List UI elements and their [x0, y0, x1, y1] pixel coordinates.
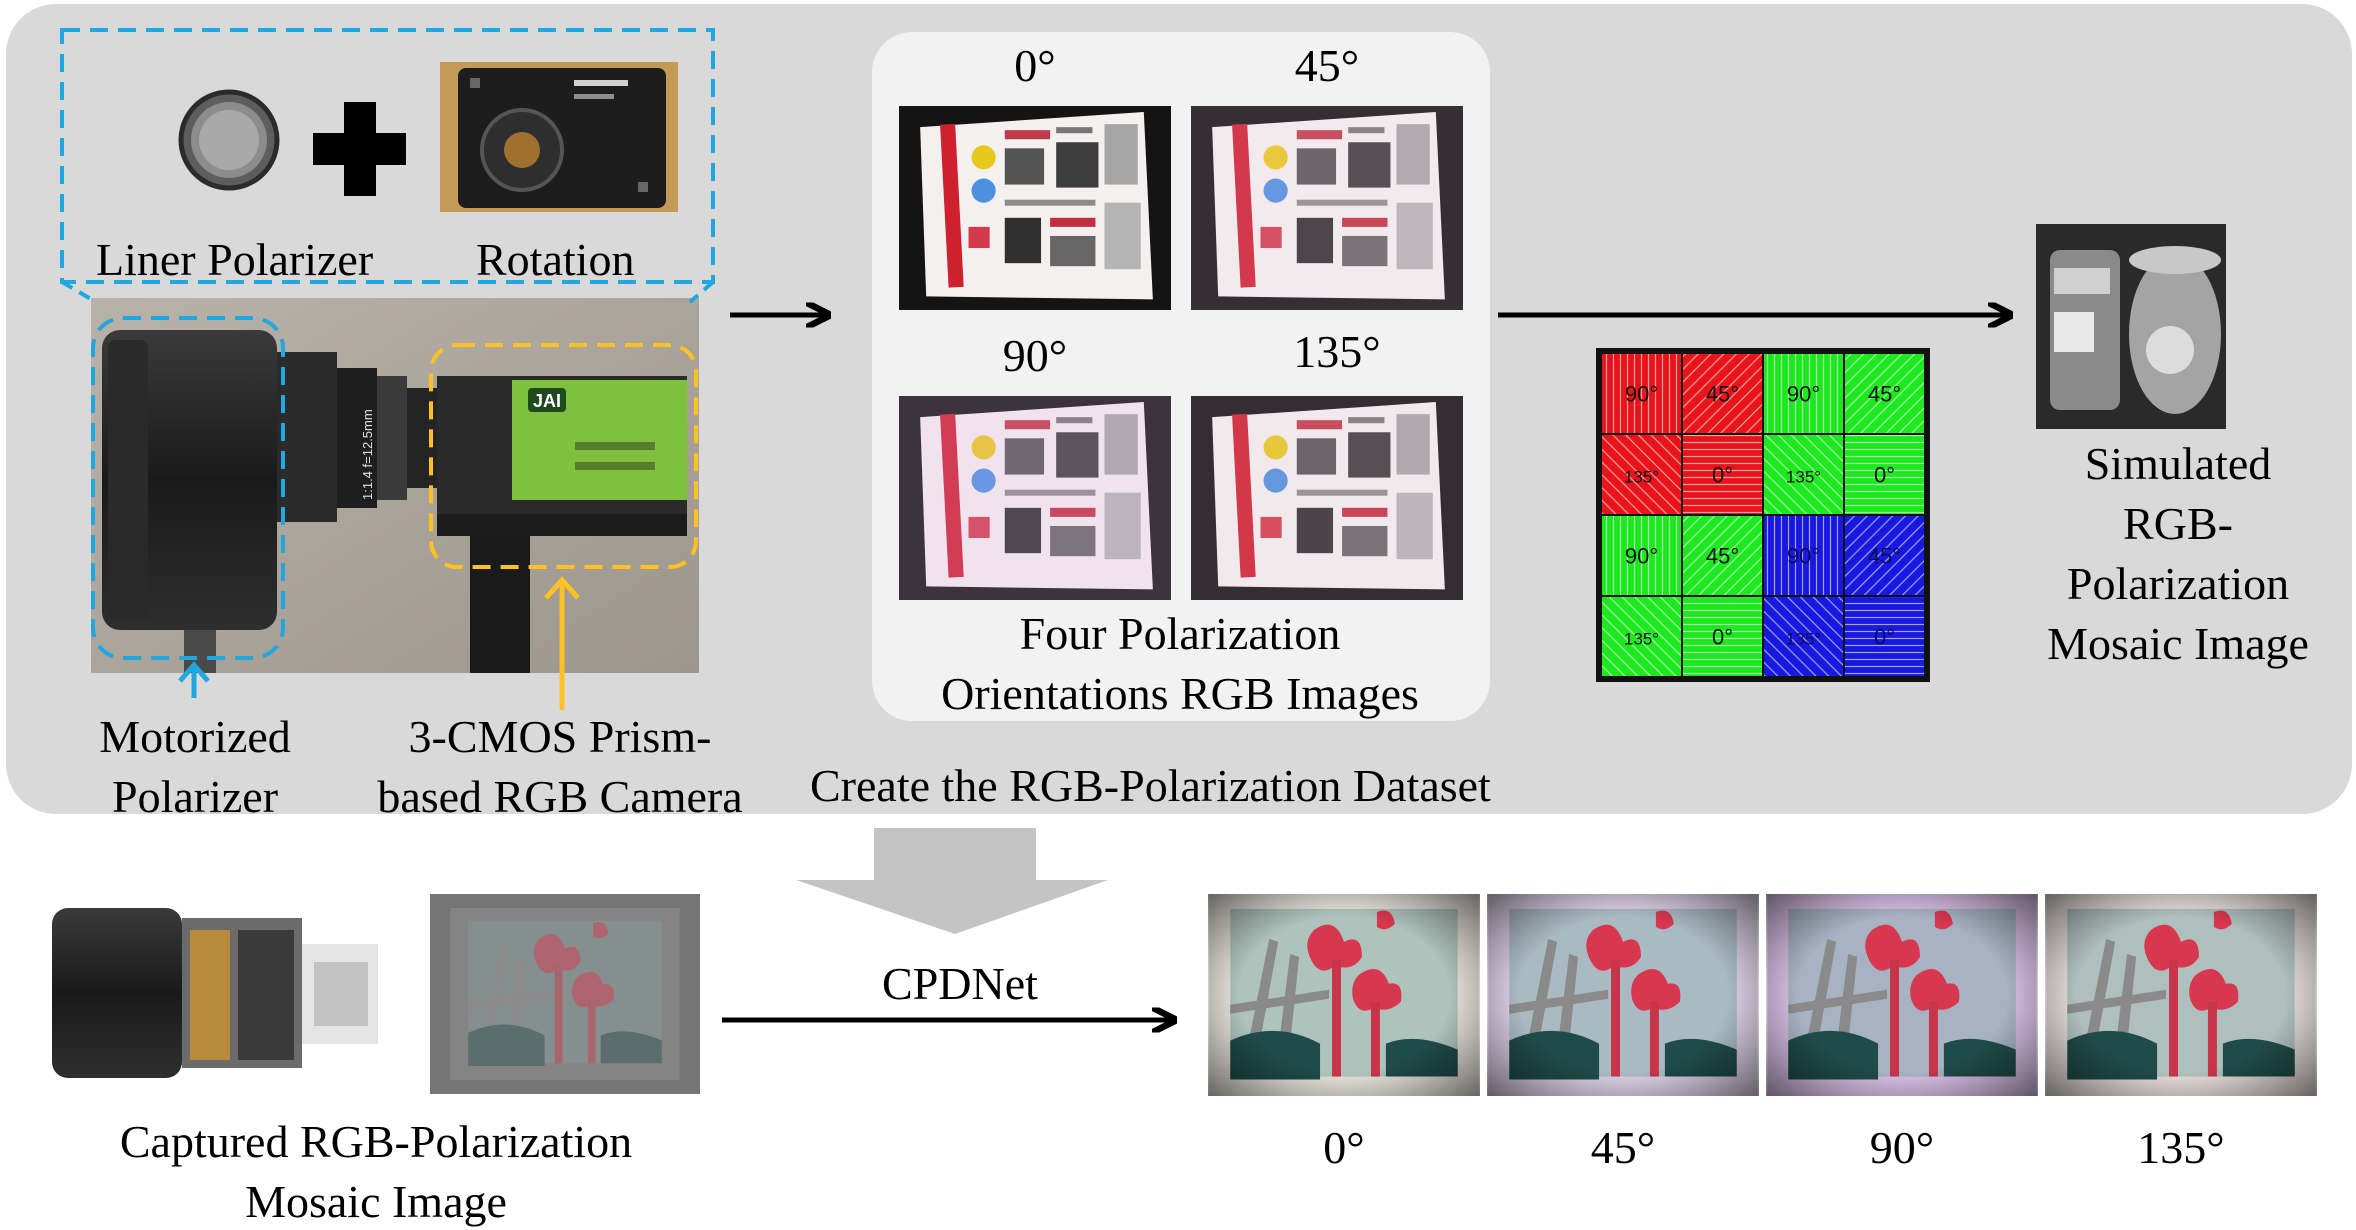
mosaic-cell-label: 135° [1786, 630, 1821, 649]
blue-pointer-arrow [178, 661, 210, 698]
mosaic-cell-hatch [1602, 435, 1681, 514]
angle-label-90: 90° [1002, 330, 1068, 381]
camera-body-box [429, 343, 698, 569]
mosaic-cell-hatch [1845, 597, 1924, 676]
mosaic-cell-hatch [1845, 435, 1924, 514]
mosaic-pattern: 90° 45° 90° 45° 135° 0° 135° 0° 90° 45° 90° 45° 135°… [1596, 348, 1930, 682]
output-image-135 [2045, 894, 2317, 1096]
motorized-polarizer-label: Motorized Polarizer [99, 711, 291, 822]
mosaic-cell-hatch [1602, 354, 1681, 433]
mosaic-cell-hatch [1602, 597, 1681, 676]
yellow-pointer-arrow [544, 576, 580, 710]
mosaic-cell-label: 90° [1625, 544, 1658, 569]
output-angle-135: 135° [2137, 1122, 2225, 1173]
orientation-image-135 [1191, 396, 1463, 600]
mosaic-cell-hatch [1764, 516, 1843, 595]
mosaic-cell-hatch [1683, 435, 1762, 514]
dataset-caption: Create the RGB-Polarization Dataset [810, 760, 1491, 811]
camera-photo: 1:1.4 f=12.5mm JAI [60, 280, 715, 673]
mosaic-cell-label: 45° [1868, 382, 1901, 407]
captured-mosaic-image [430, 894, 700, 1094]
mosaic-cell-label: 90° [1787, 544, 1820, 569]
mosaic-cell-label: 90° [1625, 382, 1658, 407]
output-image-90 [1766, 894, 2038, 1096]
output-angle-0: 0° [1323, 1122, 1365, 1173]
captured-caption: Captured RGB-Polarization Mosaic Image [119, 1116, 633, 1227]
mosaic-cell-label: 135° [1624, 468, 1659, 487]
mosaic-cell-label: 135° [1624, 630, 1659, 649]
angle-label-45: 45° [1294, 40, 1360, 91]
mosaic-cell-label: 0° [1874, 625, 1895, 650]
angle-label-135: 135° [1293, 326, 1381, 377]
orientation-image-90 [899, 396, 1171, 600]
mosaic-cell-label: 45° [1868, 544, 1901, 569]
mosaic-cell-hatch [1845, 516, 1924, 595]
mosaic-cell-hatch [1764, 435, 1843, 514]
cpdnet-label: CPDNet [882, 958, 1038, 1009]
mosaic-cell-label: 45° [1706, 544, 1739, 569]
angle-label-0: 0° [1014, 40, 1056, 91]
mosaic-cell-label: 0° [1712, 463, 1733, 488]
down-arrow [796, 828, 1108, 934]
mosaic-cell-hatch [1683, 354, 1762, 433]
mosaic-cell-label: 0° [1712, 625, 1733, 650]
prism-camera-label: 3-CMOS Prism- based RGB Camera [377, 711, 743, 822]
output-angle-90: 90° [1869, 1122, 1935, 1173]
mosaic-cell-hatch [1683, 597, 1762, 676]
mosaic-cell-hatch [1602, 516, 1681, 595]
orientation-image-0 [899, 106, 1171, 310]
rotation-stage-photo [440, 62, 678, 212]
simulated-mosaic-image [2036, 224, 2226, 429]
svg-text:1:1.4 f=12.5mm: 1:1.4 f=12.5mm [360, 409, 375, 500]
orientations-caption: Four Polarization Orientations RGB Image… [941, 608, 1419, 719]
mosaic-cell-hatch [1683, 516, 1762, 595]
motorized-polarizer-box [91, 316, 285, 660]
plus-icon [313, 102, 406, 196]
polarization-camera-photo [52, 908, 378, 1078]
rotation-label: Rotation [476, 234, 635, 285]
output-image-0 [1208, 894, 1480, 1096]
svg-text:JAI: JAI [533, 391, 561, 411]
liner-polarizer-label: Liner Polarizer [96, 234, 374, 285]
mosaic-cell-label: 0° [1874, 463, 1895, 488]
mosaic-cell-label: 45° [1706, 382, 1739, 407]
output-angle-45: 45° [1590, 1122, 1656, 1173]
mosaic-cell-label: 90° [1787, 382, 1820, 407]
orientation-image-45 [1191, 106, 1463, 310]
mosaic-cell-hatch [1764, 354, 1843, 433]
mosaic-cell-hatch [1845, 354, 1924, 433]
inset-dashed-box [60, 28, 715, 284]
mosaic-cell-hatch [1764, 597, 1843, 676]
polarizer-disc-photo [178, 89, 280, 191]
mosaic-cell-label: 135° [1786, 468, 1821, 487]
simulated-caption: Simulated RGB- Polarization Mosaic Image [2047, 438, 2309, 669]
output-image-45 [1487, 894, 1759, 1096]
